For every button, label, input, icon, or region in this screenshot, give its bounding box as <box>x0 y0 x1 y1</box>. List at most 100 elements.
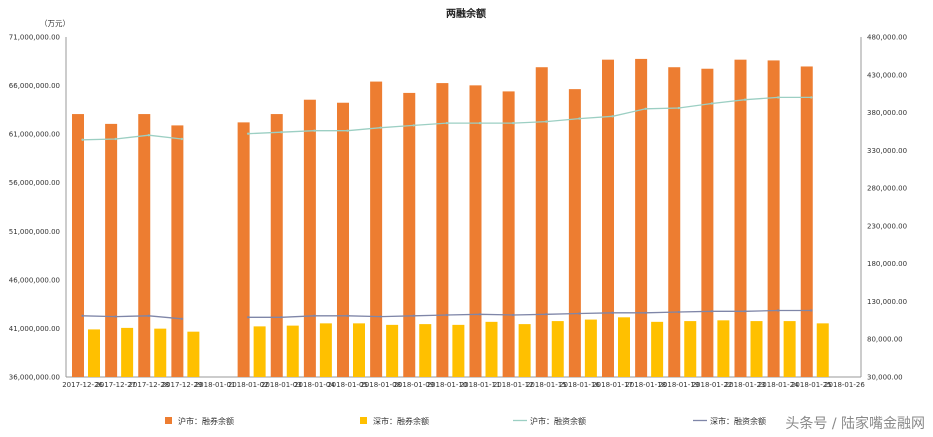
y-right-tick-label: 30,000.00 <box>867 374 903 382</box>
x-tick-label: 2018-01-01 <box>195 381 236 389</box>
legend-label: 深市：融券余额 <box>373 416 429 426</box>
series-line <box>248 96 812 135</box>
x-tick-label: 2017-12-26 <box>62 381 103 389</box>
x-tick-label: 2018-01-26 <box>824 381 865 389</box>
bar <box>436 83 449 377</box>
x-tick-label: 2018-01-02 <box>228 381 269 389</box>
y-left-tick-label: 51,000,000.00 <box>9 228 60 236</box>
y-left-tick-label: 61,000,000.00 <box>9 131 60 139</box>
bar <box>386 324 399 377</box>
bar <box>734 59 747 378</box>
bar <box>816 323 829 377</box>
watermark: 头条号 / 陆家嘴金融网 <box>785 415 925 432</box>
bar <box>783 321 796 377</box>
bar <box>370 81 383 378</box>
x-tick-label: 2018-01-18 <box>625 381 666 389</box>
legend-label: 沪市：融券余额 <box>178 416 234 426</box>
x-tick-label: 2018-01-25 <box>791 381 832 389</box>
x-tick-label: 2018-01-04 <box>294 381 335 389</box>
x-tick-label: 2018-01-05 <box>327 381 368 389</box>
bar <box>88 329 100 377</box>
bar <box>767 60 780 378</box>
legend-swatch <box>360 417 367 424</box>
bar <box>485 321 498 377</box>
bars <box>72 58 829 378</box>
y-right-tick-label: 330,000.00 <box>867 147 907 155</box>
x-tick-label: 2018-01-15 <box>526 381 567 389</box>
bar <box>584 319 597 377</box>
bar <box>469 85 482 377</box>
x-tick-label: 2018-01-09 <box>393 381 434 389</box>
x-tick-label: 2017-12-27 <box>95 381 136 389</box>
lines <box>81 96 813 321</box>
y-left-tick-label: 46,000,000.00 <box>9 276 60 284</box>
bar <box>518 324 531 377</box>
y-right-tick-label: 80,000.00 <box>867 336 903 344</box>
legend-label: 沪市：融资余额 <box>530 416 586 426</box>
chart-title: 两融余额 <box>446 7 486 20</box>
bar <box>270 114 283 378</box>
bar <box>635 58 648 378</box>
x-tick-label: 2018-01-03 <box>261 381 302 389</box>
bar <box>303 99 316 377</box>
y-left-tick-label: 41,000,000.00 <box>9 325 60 333</box>
bar <box>568 89 581 377</box>
bar <box>121 327 134 377</box>
bar <box>668 67 681 377</box>
bar <box>237 122 250 377</box>
bar <box>452 324 465 377</box>
series-line <box>248 309 812 318</box>
bar <box>551 321 564 377</box>
y-right-tick-label: 430,000.00 <box>867 71 907 79</box>
bar <box>717 320 730 377</box>
bar <box>353 323 365 377</box>
x-tick-label: 2018-01-10 <box>427 381 468 389</box>
bar <box>800 66 813 377</box>
bar <box>138 114 151 378</box>
y-unit-label: （万元） <box>40 19 70 28</box>
bar <box>684 321 697 377</box>
series-line <box>82 134 182 141</box>
bar <box>154 328 167 377</box>
bar <box>105 123 118 377</box>
y-right-tick-label: 230,000.00 <box>867 222 907 230</box>
y-right-tick-label: 180,000.00 <box>867 260 907 268</box>
legend-label: 深市：融资余额 <box>710 416 766 426</box>
x-tick-label: 2018-01-24 <box>758 381 799 389</box>
legend-swatch <box>165 417 172 424</box>
bar <box>403 92 416 378</box>
x-tick-label: 2018-01-12 <box>493 381 534 389</box>
x-tick-label: 2018-01-23 <box>725 381 766 389</box>
x-tick-label: 2018-01-16 <box>559 381 600 389</box>
x-tick-label: 2017-12-28 <box>128 381 169 389</box>
y-left-tick-label: 36,000,000.00 <box>9 374 60 382</box>
y-left-tick-label: 56,000,000.00 <box>9 179 60 187</box>
x-tick-label: 2018-01-22 <box>692 381 733 389</box>
y-right-tick-label: 280,000.00 <box>867 185 907 193</box>
x-tick-label: 2018-01-19 <box>658 381 699 389</box>
x-tick-label: 2018-01-08 <box>360 381 401 389</box>
x-tick-labels: 2017-12-262017-12-272017-12-282017-12-29… <box>62 381 865 389</box>
bar <box>319 323 332 377</box>
bar <box>618 317 630 377</box>
y-right-tick-label: 480,000.00 <box>867 34 907 42</box>
bar <box>187 331 200 377</box>
bar <box>701 68 714 377</box>
bar <box>419 324 432 377</box>
legend: 沪市：融券余额 深市：融券余额 沪市：融资余额 深市：融资余额 <box>165 416 766 426</box>
x-tick-label: 2018-01-11 <box>460 381 501 389</box>
bar <box>750 321 763 377</box>
y-left-tick-label: 71,000,000.00 <box>9 34 60 42</box>
bar <box>253 326 266 377</box>
bar <box>602 59 614 378</box>
y-right-tick-label: 380,000.00 <box>867 109 907 117</box>
bar <box>337 102 349 377</box>
bar <box>651 321 664 377</box>
bar <box>535 67 548 377</box>
x-tick-label: 2017-12-29 <box>162 381 203 389</box>
bar <box>502 91 515 378</box>
bar <box>171 125 184 378</box>
y-right-tick-label: 130,000.00 <box>867 298 907 306</box>
y-left-tick-label: 66,000,000.00 <box>9 82 60 90</box>
